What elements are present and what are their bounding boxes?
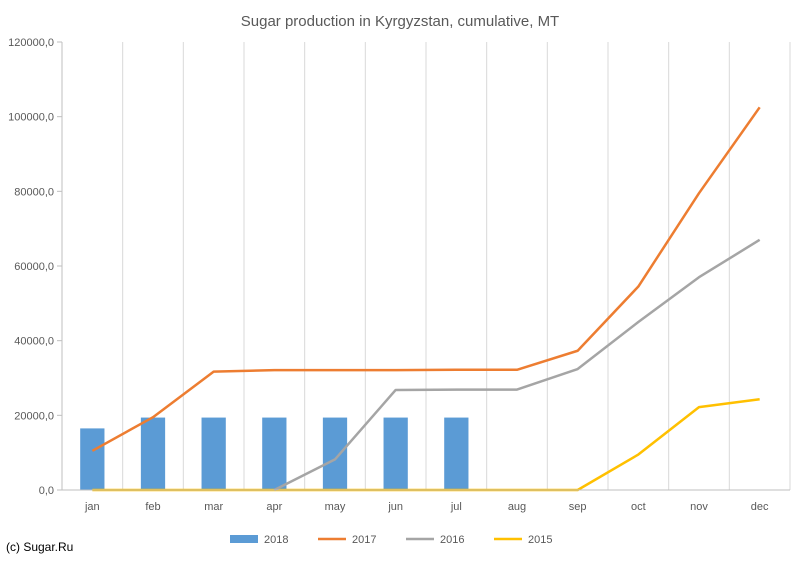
- x-tick-label: nov: [690, 501, 708, 513]
- x-tick-label: feb: [145, 501, 160, 513]
- series-line-2016: [273, 238, 761, 492]
- y-tick-label: 100000,0: [8, 112, 54, 124]
- bar-2018: [383, 417, 408, 490]
- bar-2018: [444, 417, 469, 490]
- y-tick-label: 20000,0: [14, 410, 54, 422]
- y-tick-label: 60000,0: [14, 261, 54, 273]
- x-tick-label: mar: [204, 501, 223, 513]
- bar-2018: [201, 417, 226, 490]
- y-tick-label: 80000,0: [14, 186, 54, 198]
- x-tick-label: jun: [387, 501, 403, 513]
- bar-2018: [322, 417, 348, 490]
- x-tick-label: apr: [266, 501, 282, 513]
- bar-2018: [80, 428, 105, 490]
- chart-title: Sugar production in Kyrgyzstan, cumulati…: [241, 13, 559, 30]
- legend: 2018 2017 2016 2015: [230, 534, 552, 546]
- y-tick-label: 120000,0: [8, 37, 54, 49]
- y-tick-label: 40000,0: [14, 336, 54, 348]
- grid-layer: [61, 42, 791, 490]
- x-tick-label: oct: [631, 501, 646, 513]
- x-tick-label: jan: [84, 501, 100, 513]
- y-tick-label: 0,0: [39, 485, 54, 497]
- legend-swatch-2018: [230, 535, 258, 543]
- legend-label-2018: 2018: [264, 534, 288, 546]
- legend-label-2016: 2016: [440, 534, 464, 546]
- x-tick-label: jul: [450, 501, 462, 513]
- legend-label-2015: 2015: [528, 534, 552, 546]
- x-tick-label: dec: [751, 501, 769, 513]
- x-tick-label: may: [325, 501, 346, 513]
- credit-text: (c) Sugar.Ru: [6, 540, 73, 554]
- x-tick-label: aug: [508, 501, 526, 513]
- bar-2018: [140, 417, 166, 490]
- bar-layer: [80, 417, 469, 490]
- legend-label-2017: 2017: [352, 534, 376, 546]
- axis-layer: 0,0 20000,0 40000,0 60000,0 80000,0 100000,0 1…: [8, 37, 790, 513]
- bar-2018: [262, 417, 287, 490]
- x-tick-label: sep: [569, 501, 587, 513]
- series-line-2017: [91, 106, 761, 452]
